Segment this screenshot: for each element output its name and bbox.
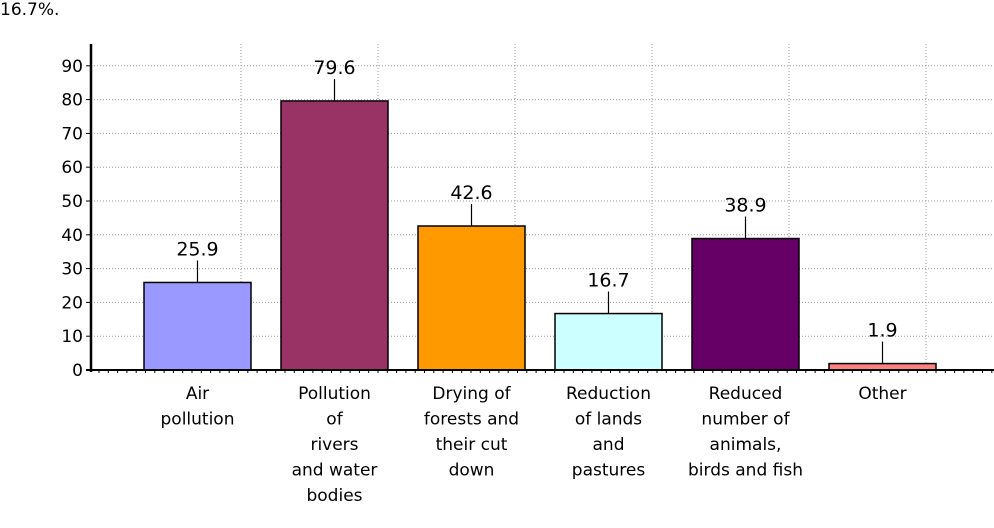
category-label: birds and fish <box>688 461 803 481</box>
category-label: of <box>326 410 343 430</box>
bars <box>143 78 937 371</box>
y-tick-label: 90 <box>61 57 83 77</box>
y-tick-label: 30 <box>61 260 83 280</box>
category-label: Reduction <box>566 384 651 404</box>
category-label: their cut <box>436 435 508 455</box>
category-label: Reduced <box>709 384 783 404</box>
y-tick-label: 40 <box>61 226 83 246</box>
y-tick-label: 20 <box>61 293 83 313</box>
category-label: Drying of <box>432 384 511 404</box>
bar <box>554 312 663 371</box>
category-label: and water <box>292 461 378 481</box>
value-label: 1.9 <box>867 320 897 342</box>
category-label: pastures <box>572 461 646 481</box>
value-label: 38.9 <box>724 195 766 217</box>
category-label: bodies <box>306 486 362 506</box>
category-label: and <box>593 435 625 455</box>
category-label: of lands <box>575 410 642 430</box>
y-tick-label: 0 <box>72 361 83 381</box>
labels: 0 10 20 30 40 50 60 70 80 90 25.9 Air pollution 79.6 P… <box>61 57 906 506</box>
bar <box>143 281 252 371</box>
category-label: pollution <box>161 410 235 430</box>
y-tick-label: 60 <box>61 158 83 178</box>
value-label: 25.9 <box>176 238 218 260</box>
value-label: 16.7 <box>587 270 629 292</box>
bar <box>280 100 389 371</box>
axes <box>86 44 994 373</box>
value-label: 79.6 <box>313 57 355 79</box>
y-tick-label: 80 <box>61 91 83 111</box>
category-label: Other <box>858 384 906 404</box>
bar <box>417 225 526 371</box>
y-tick-label: 70 <box>61 124 83 144</box>
category-label: Air <box>186 384 209 404</box>
y-tick-label: 10 <box>61 327 83 347</box>
category-label: animals, <box>710 435 782 455</box>
category-label: Pollution <box>298 384 371 404</box>
y-tick-label: 50 <box>61 192 83 212</box>
bar <box>691 237 800 371</box>
category-label: forests and <box>424 410 519 430</box>
category-label: down <box>449 461 495 481</box>
category-label: number of <box>701 410 790 430</box>
grid-lines <box>94 44 994 370</box>
category-label: rivers <box>310 435 358 455</box>
top-text: 16.7%. <box>0 0 60 20</box>
value-label: 42.6 <box>450 182 492 204</box>
